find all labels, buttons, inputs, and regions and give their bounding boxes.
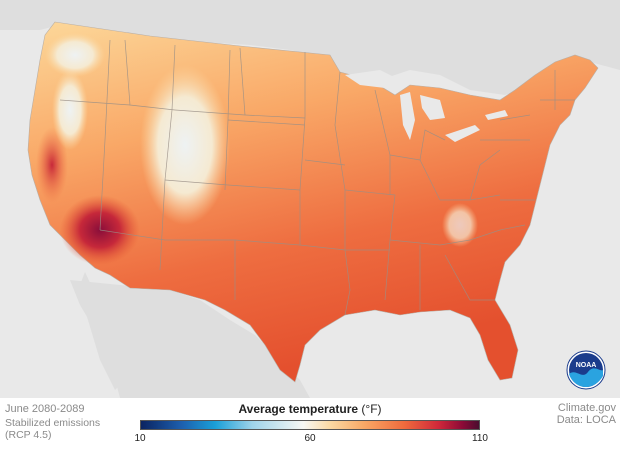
mexico-land (70, 280, 310, 398)
legend-tick-min: 10 (134, 433, 146, 444)
legend-unit: (°F) (361, 402, 382, 416)
legend-tick-max: 110 (472, 433, 488, 444)
baja-peninsula (78, 272, 125, 390)
lake-superior (345, 70, 400, 88)
cool-cascades (45, 33, 105, 77)
legend-tick-mid: 60 (304, 433, 316, 444)
cool-rockies (140, 65, 230, 225)
map-footer: June 2080-2089 Stabilized emissions (RCP… (0, 398, 620, 450)
hot-central-valley (36, 127, 68, 203)
temperature-map (0, 0, 620, 398)
source-credit: Climate.gov (557, 402, 616, 414)
legend-title: Average temperature (°F) (140, 402, 480, 416)
map-area (0, 0, 620, 398)
scenario-label: Stabilized emissions (5, 417, 101, 429)
lake-michigan (400, 92, 415, 140)
cool-sierra (52, 70, 88, 150)
data-credit: Data: LOCA (556, 414, 616, 426)
cool-appalachians (442, 203, 478, 247)
legend-color-bar (140, 420, 480, 430)
time-period: June 2080-2089 (5, 403, 85, 415)
lake-huron (420, 95, 445, 120)
noaa-logo-icon: NOAA (566, 350, 606, 390)
noaa-logo-text: NOAA (576, 362, 597, 369)
scenario-code: (RCP 4.5) (5, 429, 52, 441)
legend-title-text: Average temperature (238, 402, 359, 416)
lake-erie (445, 125, 480, 142)
canada-land (0, 0, 620, 95)
state-borders (59, 39, 575, 316)
lake-ontario (485, 110, 508, 120)
